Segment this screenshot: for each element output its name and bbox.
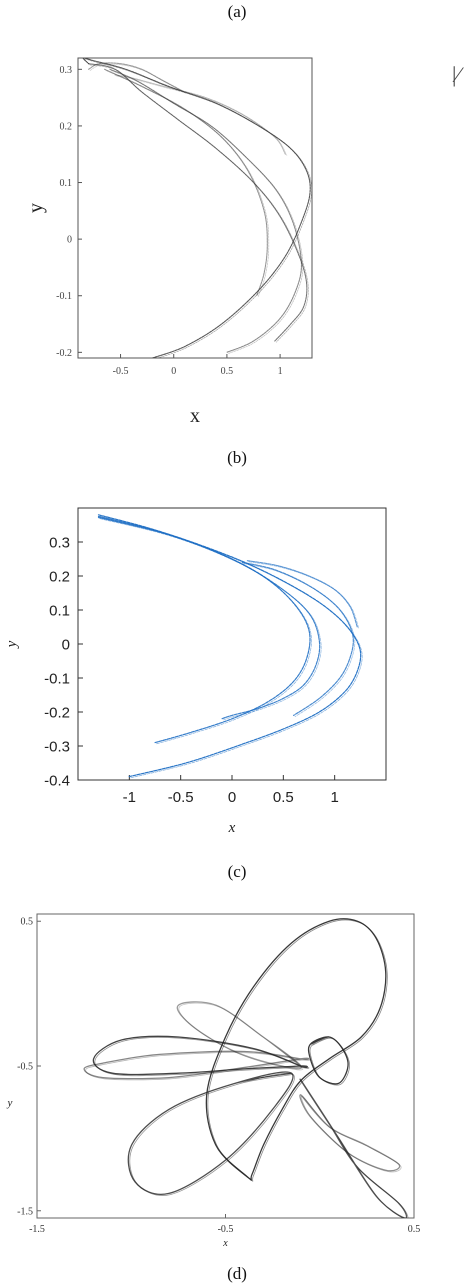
series-curve	[127, 1071, 294, 1195]
x-tick-label: 0.5	[273, 789, 294, 806]
series-curve-band	[111, 70, 304, 354]
series-curve	[299, 1094, 401, 1172]
series-group-b	[82, 58, 312, 358]
series-curve	[241, 561, 354, 716]
series-curve	[246, 560, 358, 628]
y-axis-label: y	[4, 640, 20, 649]
y-tick-label: 0.5	[21, 917, 34, 928]
y-tick-label: 0.2	[49, 568, 70, 585]
series-curve	[109, 68, 303, 353]
series-curve-band	[116, 75, 288, 156]
series-curve-band	[84, 58, 312, 358]
series-curve	[92, 1035, 309, 1076]
series-curve	[82, 58, 311, 358]
x-tick-label: 1	[330, 789, 338, 806]
chart-c: -1 -0.5 0 0.5 1 -0.4 -0.3 -0.2 -0.1 0 0.1 0.2 0.3 x y	[4, 507, 387, 836]
series-curve	[176, 1001, 303, 1070]
y-tick-label: -0.5	[17, 1062, 33, 1073]
x-axis-label: x	[190, 405, 200, 427]
series-curve-band	[99, 518, 322, 721]
y-tick-label: -0.4	[44, 772, 70, 789]
y-tick-label: 0.2	[60, 121, 73, 132]
y-tick-label: -1.5	[17, 1206, 33, 1217]
x-tick-label: 1	[278, 366, 283, 377]
x-tick-label: -0.5	[113, 366, 129, 377]
y-tick-label: -0.1	[44, 670, 70, 687]
series-curve-band	[105, 70, 270, 298]
chart-b: -0.5 0 0.5 1 -0.2 -0.1 0 0.1 0.2 0.3 x y	[25, 57, 313, 427]
y-tick-label: 0.1	[49, 602, 70, 619]
series-curve-band	[99, 517, 312, 745]
y-axis-label: y	[7, 1097, 13, 1109]
y-tick-label: 0.3	[49, 534, 70, 551]
series-curve-band	[207, 919, 388, 1182]
series-curve-band	[301, 1095, 402, 1173]
series-curve	[97, 516, 321, 720]
y-tick-label: 0	[62, 636, 70, 653]
series-curve-band	[248, 561, 360, 629]
x-tick-label: -0.5	[168, 789, 194, 806]
x-tick-label: -0.5	[218, 1224, 234, 1235]
series-group-d	[83, 918, 409, 1218]
y-tick-label: 0.3	[60, 65, 73, 76]
x-tick-label: 0	[171, 366, 176, 377]
series-curve	[205, 918, 387, 1181]
series-curve-band	[309, 1037, 350, 1086]
series-curve	[97, 514, 362, 778]
series-curve	[299, 1078, 408, 1218]
x-tick-label: 0.5	[221, 366, 234, 377]
caption-d: (d)	[227, 1264, 247, 1283]
series-curve	[83, 1050, 310, 1080]
y-tick-label: -0.1	[56, 291, 72, 302]
y-tick-label: -0.3	[44, 738, 70, 755]
series-curve-band	[89, 63, 187, 94]
x-tick-label: -1.5	[29, 1224, 45, 1235]
series-curve-band	[301, 1080, 409, 1218]
series-group-c	[97, 514, 363, 779]
text-fragment: |⁄	[452, 62, 461, 87]
series-curve-band	[89, 64, 309, 343]
caption-c: (c)	[227, 862, 247, 881]
series-curve	[114, 74, 286, 155]
series-curve-band	[129, 1072, 295, 1196]
chart-d: -1.5 -0.5 0.5 0.5 -0.5 -1.5 x y	[7, 913, 421, 1249]
x-axis-label: x	[222, 1238, 228, 1249]
plot-frame-c	[77, 507, 387, 781]
series-curve	[97, 515, 311, 744]
series-curve	[88, 62, 185, 93]
series-curve-band	[99, 515, 363, 779]
x-tick-label: -1	[123, 789, 136, 806]
caption-a: (a)	[227, 2, 247, 21]
y-tick-label: 0	[67, 235, 72, 246]
series-curve	[88, 63, 308, 342]
plot-frame-d	[36, 913, 415, 1219]
series-curve-band	[178, 1002, 304, 1071]
y-axis-label: y	[25, 203, 47, 213]
series-curve-band	[243, 563, 356, 717]
y-tick-label: -0.2	[44, 704, 70, 721]
x-axis-label: x	[228, 820, 236, 836]
y-tick-label: 0.1	[60, 178, 73, 189]
x-tick-label: 0.5	[408, 1224, 421, 1235]
y-tick-label: -0.2	[56, 348, 72, 359]
series-curve	[104, 68, 268, 297]
plot-frame-b	[77, 57, 313, 359]
caption-b: (b)	[227, 448, 247, 467]
series-curve-band	[94, 1037, 310, 1077]
x-tick-label: 0	[228, 789, 236, 806]
series-curve-band	[85, 1052, 311, 1081]
